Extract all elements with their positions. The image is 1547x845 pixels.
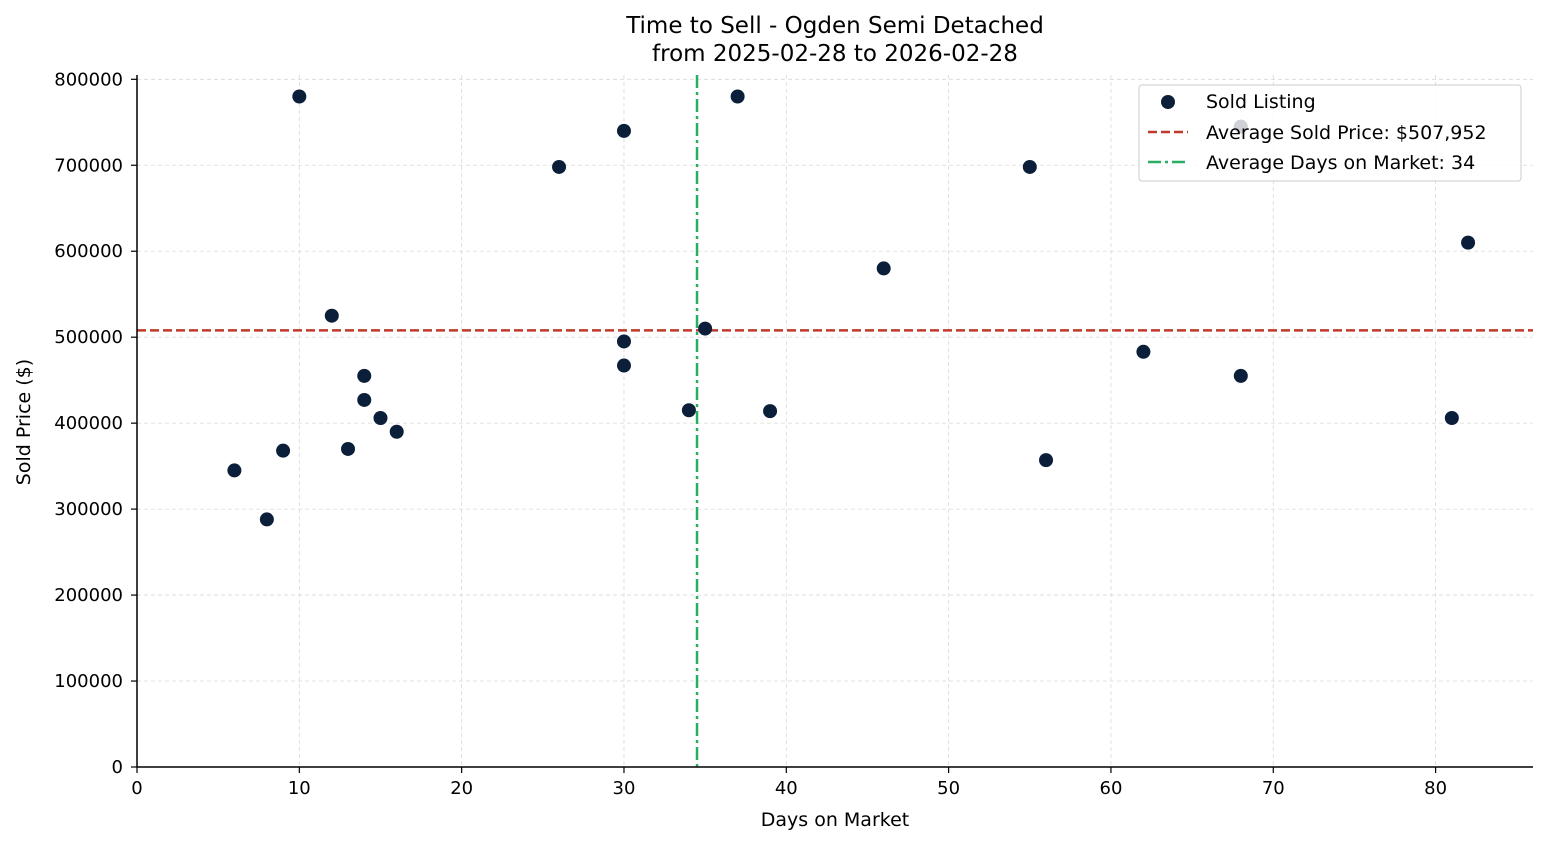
chart-title: Time to Sell - Ogden Semi Detached — [625, 13, 1044, 39]
data-point — [681, 403, 696, 418]
x-tick-label: 60 — [1100, 778, 1123, 799]
legend-label-avg-days: Average Days on Market: 34 — [1206, 152, 1475, 174]
x-tick-label: 20 — [450, 778, 473, 799]
reference-lines — [137, 75, 1533, 767]
data-point — [1233, 368, 1248, 383]
data-point — [552, 159, 567, 174]
y-tick-label: 100000 — [54, 671, 123, 692]
x-tick-label: 70 — [1262, 778, 1285, 799]
y-tick-label: 800000 — [54, 69, 123, 90]
data-points — [227, 89, 1476, 527]
data-point — [698, 321, 713, 336]
legend-box — [1138, 84, 1522, 182]
data-point — [876, 261, 891, 276]
data-point — [292, 89, 307, 104]
y-tick-label: 600000 — [54, 241, 123, 262]
axes: 0 10 20 30 40 50 60 70 80 0 100000 200000 300000 4000… — [54, 69, 1533, 799]
y-tick-label: 400000 — [54, 413, 123, 434]
data-point — [1461, 235, 1476, 250]
y-axis-label: Sold Price ($) — [13, 359, 35, 485]
data-point — [616, 334, 631, 349]
data-point — [259, 512, 274, 527]
legend-marker-sold-listing — [1161, 95, 1175, 109]
y-tick-label: 300000 — [54, 499, 123, 520]
x-tick-label: 50 — [937, 778, 960, 799]
data-point — [616, 358, 631, 373]
data-point — [616, 123, 631, 138]
chart-subtitle: from 2025-02-28 to 2026-02-28 — [652, 41, 1018, 67]
data-point — [1136, 344, 1151, 359]
data-point — [357, 368, 372, 383]
legend-label-sold-listing: Sold Listing — [1206, 91, 1316, 113]
data-point — [357, 392, 372, 407]
x-tick-label: 0 — [131, 778, 142, 799]
x-tick-label: 30 — [613, 778, 636, 799]
data-point — [373, 410, 388, 425]
grid-layer — [136, 75, 1533, 768]
data-point — [276, 443, 291, 458]
x-axis-label: Days on Market — [761, 809, 909, 831]
data-point — [324, 308, 339, 323]
legend-label-avg-price: Average Sold Price: $507,952 — [1206, 122, 1487, 144]
y-tick-label: 500000 — [54, 327, 123, 348]
data-point — [227, 463, 242, 478]
x-tick-label: 80 — [1424, 778, 1447, 799]
y-tick-label: 0 — [112, 757, 123, 778]
data-point — [389, 424, 404, 439]
legend: Sold Listing Average Sold Price: $507,95… — [1138, 84, 1522, 182]
y-tick-label: 200000 — [54, 585, 123, 606]
x-tick-label: 40 — [775, 778, 798, 799]
data-point — [763, 404, 778, 419]
x-tick-label: 10 — [288, 778, 311, 799]
y-tick-label: 700000 — [54, 155, 123, 176]
data-point — [730, 89, 745, 104]
data-point — [1039, 453, 1054, 468]
data-point — [1022, 159, 1037, 174]
data-point — [341, 441, 356, 456]
data-point — [1444, 410, 1459, 425]
